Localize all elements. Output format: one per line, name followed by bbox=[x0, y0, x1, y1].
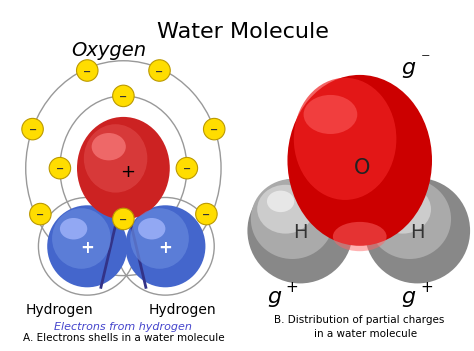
Circle shape bbox=[113, 85, 134, 107]
Ellipse shape bbox=[84, 124, 147, 193]
Ellipse shape bbox=[52, 208, 111, 269]
Text: +: + bbox=[420, 280, 433, 296]
Text: g: g bbox=[402, 287, 416, 307]
Ellipse shape bbox=[91, 133, 126, 160]
Text: −: − bbox=[202, 210, 210, 220]
Text: +: + bbox=[285, 280, 298, 296]
Ellipse shape bbox=[267, 191, 294, 212]
Text: Electrons from hydrogen: Electrons from hydrogen bbox=[55, 322, 192, 331]
Text: +: + bbox=[80, 239, 94, 257]
Ellipse shape bbox=[138, 218, 165, 239]
Text: g: g bbox=[402, 58, 416, 78]
Ellipse shape bbox=[333, 222, 387, 251]
Ellipse shape bbox=[60, 218, 87, 239]
Ellipse shape bbox=[247, 178, 353, 283]
Ellipse shape bbox=[47, 205, 128, 287]
Ellipse shape bbox=[77, 117, 170, 219]
Ellipse shape bbox=[303, 95, 357, 134]
Ellipse shape bbox=[257, 185, 314, 234]
Text: −: − bbox=[28, 125, 36, 135]
Text: O: O bbox=[354, 158, 370, 178]
Text: −: − bbox=[83, 66, 91, 77]
Circle shape bbox=[176, 158, 198, 179]
Text: H: H bbox=[410, 223, 425, 242]
Circle shape bbox=[149, 60, 170, 81]
Text: H: H bbox=[293, 223, 308, 242]
Ellipse shape bbox=[368, 179, 451, 259]
Text: Hydrogen: Hydrogen bbox=[148, 303, 216, 317]
Ellipse shape bbox=[374, 185, 431, 234]
Text: g: g bbox=[267, 287, 281, 307]
Circle shape bbox=[113, 208, 134, 230]
Circle shape bbox=[30, 203, 51, 225]
Text: +: + bbox=[158, 239, 173, 257]
Text: −: − bbox=[36, 210, 45, 220]
Circle shape bbox=[76, 60, 98, 81]
Ellipse shape bbox=[287, 75, 432, 246]
Circle shape bbox=[49, 158, 71, 179]
Text: B. Distribution of partial charges
    in a water molecule: B. Distribution of partial charges in a … bbox=[273, 314, 444, 339]
Text: ⁻: ⁻ bbox=[421, 51, 431, 69]
Text: −: − bbox=[119, 215, 128, 225]
Ellipse shape bbox=[384, 191, 411, 212]
Ellipse shape bbox=[365, 178, 470, 283]
Text: −: − bbox=[183, 164, 191, 174]
Text: Water Molecule: Water Molecule bbox=[156, 22, 328, 42]
Circle shape bbox=[22, 118, 43, 140]
Text: −: − bbox=[119, 92, 128, 102]
Text: A. Electrons shells in a water molecule: A. Electrons shells in a water molecule bbox=[23, 333, 224, 343]
Text: Oxygen: Oxygen bbox=[71, 41, 146, 60]
Text: Hydrogen: Hydrogen bbox=[26, 303, 94, 317]
Ellipse shape bbox=[251, 179, 334, 259]
Ellipse shape bbox=[125, 205, 205, 287]
Ellipse shape bbox=[130, 208, 189, 269]
Text: −: − bbox=[56, 164, 64, 174]
Circle shape bbox=[203, 118, 225, 140]
Text: −: − bbox=[210, 125, 219, 135]
Text: −: − bbox=[155, 66, 164, 77]
Circle shape bbox=[196, 203, 217, 225]
Text: +: + bbox=[120, 163, 135, 181]
Ellipse shape bbox=[294, 78, 396, 200]
